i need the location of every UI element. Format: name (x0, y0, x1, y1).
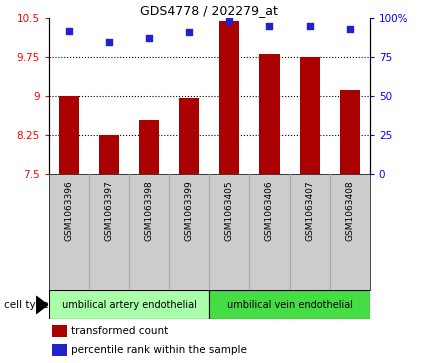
Bar (49, 290, 209, 319)
Text: umbilical vein endothelial: umbilical vein endothelial (227, 300, 352, 310)
Bar (52, 344, 67, 356)
Bar (219, 21, 239, 174)
Bar (209, 290, 370, 319)
Bar (139, 119, 159, 174)
Point (226, 19, 233, 24)
Text: GSM1063405: GSM1063405 (225, 180, 234, 241)
Point (306, 23, 313, 29)
Text: GSM1063407: GSM1063407 (305, 180, 314, 241)
Text: GSM1063408: GSM1063408 (345, 180, 354, 241)
Text: umbilical artery endothelial: umbilical artery endothelial (62, 300, 196, 310)
Text: GSM1063396: GSM1063396 (65, 180, 74, 241)
Bar (340, 90, 360, 174)
Text: GSM1063398: GSM1063398 (144, 180, 154, 241)
Point (65, 28, 72, 33)
Point (186, 29, 193, 35)
Text: percentile rank within the sample: percentile rank within the sample (71, 345, 247, 355)
Polygon shape (36, 296, 48, 314)
Point (346, 26, 353, 32)
Point (266, 23, 273, 29)
Bar (52, 325, 67, 337)
Text: cell type: cell type (4, 300, 49, 310)
Bar (179, 98, 199, 174)
Bar (259, 53, 280, 174)
Text: transformed count: transformed count (71, 326, 169, 336)
Text: GSM1063406: GSM1063406 (265, 180, 274, 241)
Text: GSM1063399: GSM1063399 (185, 180, 194, 241)
Title: GDS4778 / 202279_at: GDS4778 / 202279_at (140, 4, 278, 17)
Bar (59, 96, 79, 174)
Point (146, 36, 153, 41)
Point (106, 39, 113, 45)
Bar (99, 135, 119, 174)
Text: GSM1063397: GSM1063397 (105, 180, 113, 241)
Bar (300, 57, 320, 174)
